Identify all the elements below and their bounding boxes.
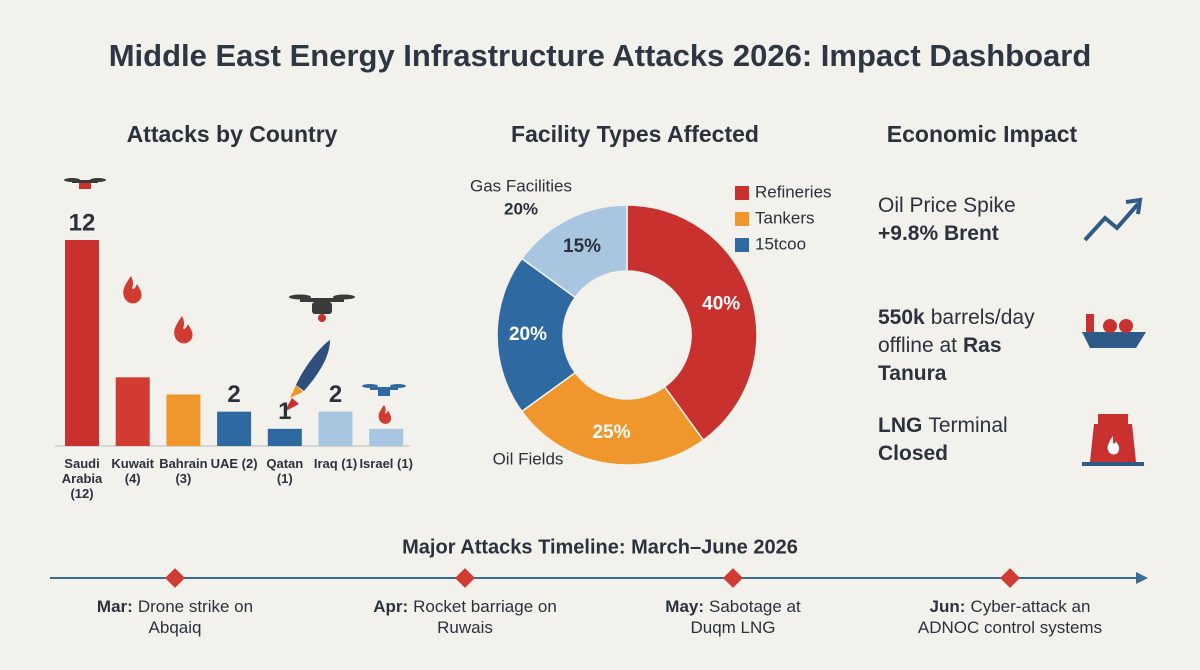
impact-text: barrels/day [930,306,1035,329]
bar [115,377,150,446]
category-label: Iraq (1) [313,456,358,471]
legend-label: Refineries [755,182,832,201]
donut-slice [520,371,705,466]
legend-swatch [735,238,749,252]
event-text: Drone strike on Abqaiq [137,597,254,637]
drone-icon [289,294,355,322]
timeline-marker [1000,568,1020,588]
drone-icon [362,384,406,396]
timeline-event: Jun: Cyber-attack an ADNOC control system… [905,596,1115,638]
timeline-marker [455,568,475,588]
slice-label: 20% [509,324,547,345]
donut-slice [626,204,758,442]
impact-text: Terminal [928,414,1008,437]
slice-annotation: Oil Fields [493,449,564,468]
event-month: Jun: [929,597,966,616]
value-label: 2 [329,381,342,408]
impact-item: 550k barrels/day offline at Ras Tanura [878,304,1078,388]
flame-icon [174,316,193,344]
impact-text: LNG [878,414,923,437]
timeline-title: Major Attacks Timeline: March–June 2026 [402,536,798,558]
event-text: Sabotage at Duqm LNG [690,597,801,637]
impact-item: Oil Price Spike +9.8% Brent [878,192,1078,248]
trend-icon [1083,197,1143,242]
bar [217,411,252,446]
impact-text: +9.8% Brent [878,222,999,245]
impact-text: Closed [878,442,949,465]
category-label: Bahrain (3) [159,456,208,486]
rocket-icon [284,340,330,412]
timeline-marker [723,568,743,588]
value-label: 12 [69,209,96,236]
slice-annotation: Gas Facilities [470,176,572,195]
bar [369,428,404,446]
impact-line: LNG Terminal [878,412,1078,440]
category-label: UAE (2) [210,456,258,471]
event-month: May: [665,597,705,616]
drone-icon [64,178,106,189]
economic-title: Economic Impact [887,121,1078,147]
event-text: Cyber-attack an ADNOC control systems [917,597,1103,637]
flame-icon [123,276,142,304]
category-label: Saudi Arabia (12) [61,456,103,501]
timeline-arrow [1136,572,1148,584]
impact-text: offline at [878,334,958,357]
donut-slice [520,204,628,299]
bar [65,240,99,446]
value-label: 2 [227,381,240,408]
legend-swatch [735,212,749,226]
bar [267,428,302,446]
timeline-event: Mar: Drone strike on Abqaiq [90,596,260,638]
event-month: Apr: [373,597,409,616]
slice-annotation: 20% [504,199,538,218]
value-label: 1 [278,398,291,425]
timeline-event: May: Sabotage at Duqm LNG [653,596,813,638]
legend-label: 15tcoo [755,234,806,253]
bar [318,411,353,446]
impact-line: Closed [878,440,1078,468]
timeline-marker [165,568,185,588]
impact-text: Oil Price Spike [878,194,1016,217]
slice-label: 25% [592,422,630,443]
impact-line: 550k barrels/day [878,304,1078,332]
legend-label: Tankers [755,208,815,227]
timeline-event: Apr: Rocket barriage on Ruwais [373,596,558,638]
bar [166,394,201,446]
event-month: Mar: [96,597,133,616]
impact-text: Ras Tanura [878,334,1002,385]
donut-slice [496,257,577,413]
flame-icon [378,405,392,424]
tanker-icon [1082,314,1146,348]
impact-line: +9.8% Brent [878,220,1078,248]
impact-line: Oil Price Spike [878,192,1078,220]
slice-label: 15% [563,236,601,257]
legend-swatch [735,186,749,200]
category-label: Qatan (1) [266,456,304,486]
event-text: Rocket barriage on Ruwais [413,597,557,637]
impact-text: 550k [878,306,925,329]
impact-item: LNG Terminal Closed [878,412,1078,468]
slice-label: 40% [702,293,740,314]
bar-title: Attacks by Country [127,121,338,147]
donut-title: Facility Types Affected [511,121,759,147]
category-label: Israel (1) [359,456,413,471]
category-label: Kuwait (4) [111,456,154,486]
impact-line: offline at Ras Tanura [878,332,1078,388]
terminal-icon [1082,414,1144,466]
page-title: Middle East Energy Infrastructure Attack… [109,38,1092,73]
